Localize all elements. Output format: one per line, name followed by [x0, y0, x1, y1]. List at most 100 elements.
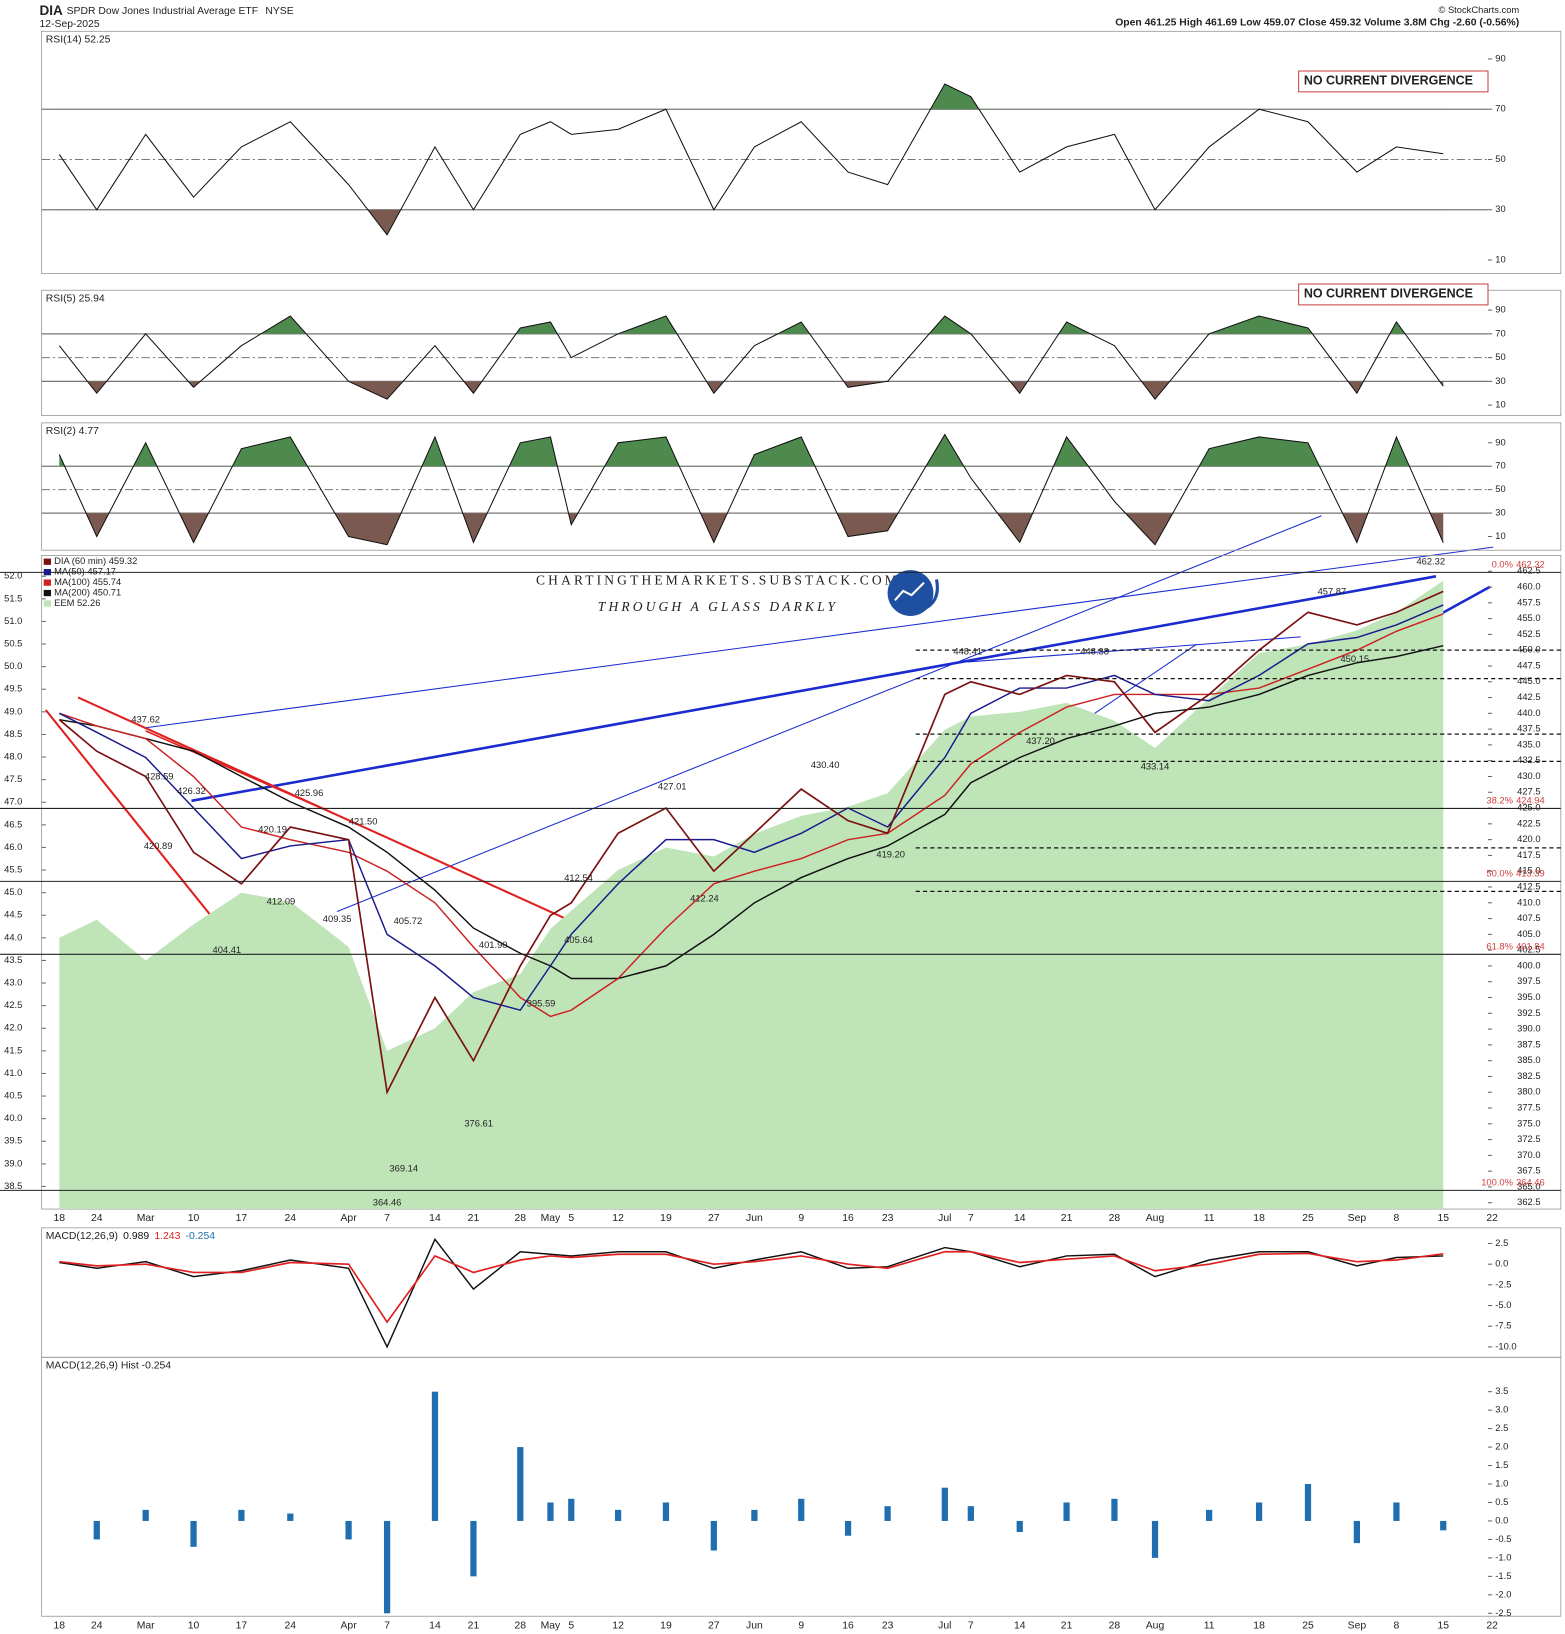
price-annotation: 426.32 [177, 786, 206, 796]
legend-swatch [43, 569, 51, 576]
y2-tick-label: 51.5 [4, 593, 22, 603]
x-tick-label: 24 [285, 1213, 297, 1224]
y-tick-label: 400.0 [1517, 960, 1540, 970]
x-tick-label: 15 [1437, 1620, 1449, 1631]
price-annotation: 420.89 [144, 841, 173, 851]
exchange: NYSE [265, 6, 293, 17]
x-tick-label: Aug [1146, 1620, 1165, 1631]
y2-tick-label: 38.5 [4, 1181, 22, 1191]
y-tick-label: 50 [1495, 154, 1505, 164]
x-tick-label: Jul [938, 1213, 951, 1224]
y-tick-label: 90 [1495, 437, 1505, 447]
legend-swatch [43, 558, 51, 565]
price-annotation: 364.46 [373, 1197, 402, 1207]
x-tick-label: 14 [1014, 1213, 1026, 1224]
hist-bar [1393, 1502, 1400, 1521]
hist-bar [967, 1506, 974, 1521]
price-annotation: 405.72 [394, 916, 423, 926]
x-tick-label: 5 [568, 1620, 574, 1631]
panel-title: MACD(12,26,9) 0.989 1.243 -0.254 [46, 1231, 215, 1242]
x-tick-label: 25 [1302, 1213, 1314, 1224]
logo-line [894, 581, 925, 602]
y-tick-label: 375.0 [1517, 1118, 1540, 1128]
x-tick-label: Apr [340, 1620, 357, 1631]
hist-bar [1440, 1520, 1447, 1531]
series-line [59, 644, 1444, 980]
y-tick-label: -1.5 [1495, 1571, 1511, 1581]
x-tick-label: 17 [236, 1213, 248, 1224]
price-annotation: 425.96 [295, 788, 324, 798]
hist-bar [547, 1502, 554, 1521]
hist-bar [798, 1498, 805, 1521]
price-annotation: 376.61 [464, 1119, 493, 1129]
y-tick-label: 367.5 [1517, 1166, 1540, 1176]
price-annotation: 412.54 [564, 873, 593, 883]
date: 12-Sep-2025 [40, 19, 100, 30]
panel: 10 30 50 70 90 RSI(14) 52.25 NO CURRENT DIVERG… [41, 30, 1562, 274]
y-tick-label: 0.0 [1495, 1259, 1508, 1269]
y-tick-label: 425.0 [1517, 803, 1540, 813]
y-tick-label: 1.5 [1495, 1460, 1508, 1470]
price-annotation: 437.20 [1026, 736, 1055, 746]
logo [887, 570, 939, 617]
fib-value: 462.32 [1516, 560, 1545, 570]
trendline [336, 515, 1322, 912]
x-tick-label: 14 [1014, 1620, 1026, 1631]
x-tick-label: Jun [746, 1213, 763, 1224]
price-annotation: 427.01 [658, 781, 687, 791]
y-tick-label: 387.5 [1517, 1039, 1540, 1049]
hist-bar [1353, 1520, 1361, 1544]
x-tick-label: 19 [660, 1213, 672, 1224]
fib-label: 50.0% [1486, 869, 1513, 879]
legend-swatch [43, 579, 51, 586]
panel-title: MACD(12,26,9) Hist -0.254 [46, 1360, 171, 1371]
y-tick-label: -7.5 [1495, 1321, 1511, 1331]
y-tick-label: 0.0 [1495, 1515, 1508, 1525]
y-tick-label: 372.5 [1517, 1134, 1540, 1144]
price-annotation: 412.09 [267, 897, 296, 907]
x-tick-label: 18 [1253, 1620, 1265, 1631]
price-annotation: 448.41 [953, 646, 982, 656]
y2-tick-label: 39.0 [4, 1158, 22, 1168]
y-tick-label: 420.0 [1517, 834, 1540, 844]
hist-bar [431, 1391, 439, 1521]
series-line [59, 1250, 1444, 1324]
panel: 362.5 365.0 367.5 370.0 372.5 375.0 377.5 380.0… [0, 555, 1562, 1224]
fib-value: 413.39 [1516, 869, 1545, 879]
y2-tick-label: 48.5 [4, 729, 22, 739]
hist-bar [1063, 1502, 1070, 1521]
x-tick-label: Mar [137, 1213, 155, 1224]
y-tick-label: 70 [1495, 104, 1505, 114]
y-tick-label: 382.5 [1517, 1071, 1540, 1081]
y-tick-label: 3.0 [1495, 1405, 1508, 1415]
legend-label: EEM 52.26 [54, 598, 100, 608]
legend-label: MA(100) 455.74 [54, 577, 121, 587]
x-tick-label: 7 [968, 1213, 974, 1224]
x-tick-label: 18 [54, 1620, 66, 1631]
quote: Open 461.25 High 461.69 Low 459.07 Close… [1115, 18, 1519, 29]
y-tick-label: 380.0 [1517, 1087, 1540, 1097]
x-tick-label: 21 [1061, 1620, 1073, 1631]
panel-title: RSI(2) 4.77 [46, 426, 99, 437]
y-tick-label: 2.5 [1495, 1423, 1508, 1433]
x-tick-label: Aug [1146, 1213, 1165, 1224]
y2-tick-label: 40.5 [4, 1091, 22, 1101]
y2-tick-label: 46.0 [4, 842, 22, 852]
y2-tick-label: 43.5 [4, 955, 22, 965]
note: NO CURRENT DIVERGENCE [1304, 74, 1473, 88]
logo-circle [887, 570, 934, 617]
watermark: CHARTINGTHEMARKETS.SUBSTACK.COM [536, 573, 900, 588]
x-tick-label: 8 [1394, 1213, 1400, 1224]
hist-bar [383, 1520, 391, 1614]
legend-value: 1.243 [154, 1231, 180, 1242]
x-tick-label: 27 [708, 1620, 720, 1631]
y2-tick-label: 51.0 [4, 616, 22, 626]
y2-tick-label: 48.0 [4, 752, 22, 762]
price-annotation: 409.35 [323, 914, 352, 924]
x-tick-label: 9 [798, 1213, 804, 1224]
rsi-line [58, 83, 1444, 236]
y-tick-label: 90 [1495, 305, 1505, 315]
hist-bar [614, 1509, 622, 1521]
hist-bar [1255, 1502, 1263, 1521]
x-tick-label: 23 [882, 1620, 894, 1631]
